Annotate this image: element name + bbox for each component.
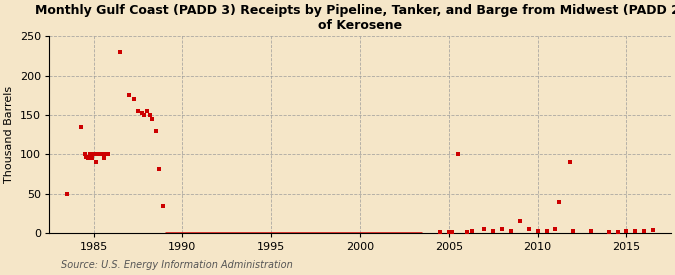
- Point: [514, 219, 525, 224]
- Point: [81, 155, 92, 159]
- Point: [585, 229, 596, 233]
- Point: [461, 229, 472, 234]
- Point: [94, 152, 105, 156]
- Point: [488, 229, 499, 233]
- Point: [157, 204, 168, 208]
- Point: [435, 229, 446, 234]
- Point: [76, 125, 86, 129]
- Point: [84, 152, 95, 156]
- Point: [95, 152, 106, 156]
- Point: [447, 229, 458, 234]
- Point: [139, 113, 150, 117]
- Point: [97, 152, 108, 156]
- Point: [550, 227, 561, 232]
- Y-axis label: Thousand Barrels: Thousand Barrels: [4, 86, 14, 183]
- Point: [568, 229, 578, 233]
- Point: [479, 227, 490, 232]
- Point: [79, 152, 90, 156]
- Point: [83, 156, 94, 161]
- Point: [523, 227, 534, 232]
- Point: [443, 229, 454, 234]
- Point: [146, 117, 157, 121]
- Point: [61, 192, 72, 196]
- Point: [115, 50, 126, 54]
- Point: [630, 229, 641, 233]
- Point: [132, 109, 143, 113]
- Point: [90, 152, 101, 156]
- Point: [142, 109, 153, 113]
- Point: [144, 113, 155, 117]
- Point: [506, 229, 516, 233]
- Text: Source: U.S. Energy Information Administration: Source: U.S. Energy Information Administ…: [61, 260, 292, 270]
- Point: [88, 152, 99, 156]
- Point: [154, 166, 165, 171]
- Point: [532, 229, 543, 233]
- Point: [639, 229, 649, 233]
- Point: [92, 152, 103, 156]
- Point: [497, 227, 508, 232]
- Point: [103, 152, 113, 156]
- Point: [466, 229, 477, 233]
- Point: [129, 97, 140, 101]
- Point: [101, 152, 111, 156]
- Point: [99, 156, 109, 161]
- Point: [612, 229, 623, 234]
- Point: [136, 111, 147, 116]
- Point: [124, 93, 134, 97]
- Point: [564, 160, 575, 164]
- Point: [648, 228, 659, 232]
- Title: Monthly Gulf Coast (PADD 3) Receipts by Pipeline, Tanker, and Barge from Midwest: Monthly Gulf Coast (PADD 3) Receipts by …: [34, 4, 675, 32]
- Point: [452, 152, 463, 156]
- Point: [603, 229, 614, 234]
- Point: [86, 156, 97, 161]
- Point: [151, 128, 161, 133]
- Point: [621, 229, 632, 233]
- Point: [541, 229, 552, 233]
- Point: [554, 199, 564, 204]
- Point: [91, 160, 102, 164]
